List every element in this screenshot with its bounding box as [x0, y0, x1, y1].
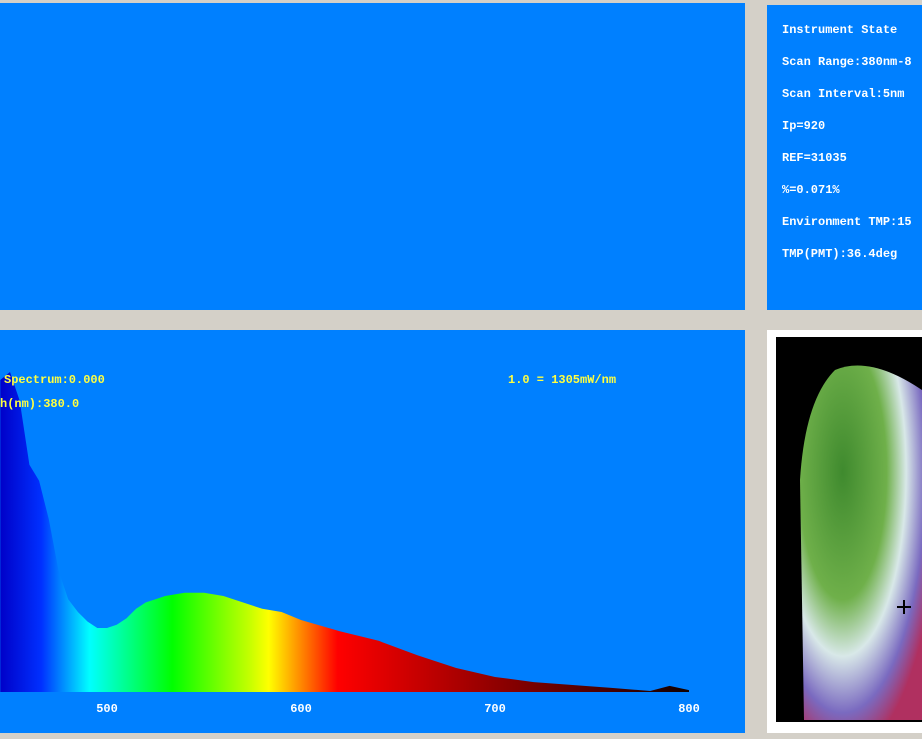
cie-gamut	[800, 365, 922, 720]
info-panel	[767, 5, 922, 310]
info-line: Scan Interval:5nm	[782, 87, 904, 101]
cie-marker	[897, 600, 911, 614]
x-tick-label: 700	[484, 702, 506, 716]
info-line: Ip=920	[782, 119, 825, 133]
info-line: TMP(PMT):36.4deg	[782, 247, 897, 261]
annotation: h(nm):380.0	[0, 397, 79, 411]
top-panel	[0, 3, 745, 310]
info-line: Scan Range:380nm-8	[782, 55, 912, 69]
x-tick-label: 500	[96, 702, 118, 716]
annotation: Spectrum:0.000	[4, 373, 105, 387]
info-line: Environment TMP:15	[782, 215, 912, 229]
annotation: 1.0 = 1305mW/nm	[508, 373, 616, 387]
x-tick-label: 600	[290, 702, 312, 716]
info-line: %=0.071%	[782, 183, 840, 197]
info-title: Instrument State	[782, 23, 897, 37]
info-line: REF=31035	[782, 151, 847, 165]
x-tick-label: 800	[678, 702, 700, 716]
spectrum-area	[0, 372, 690, 692]
